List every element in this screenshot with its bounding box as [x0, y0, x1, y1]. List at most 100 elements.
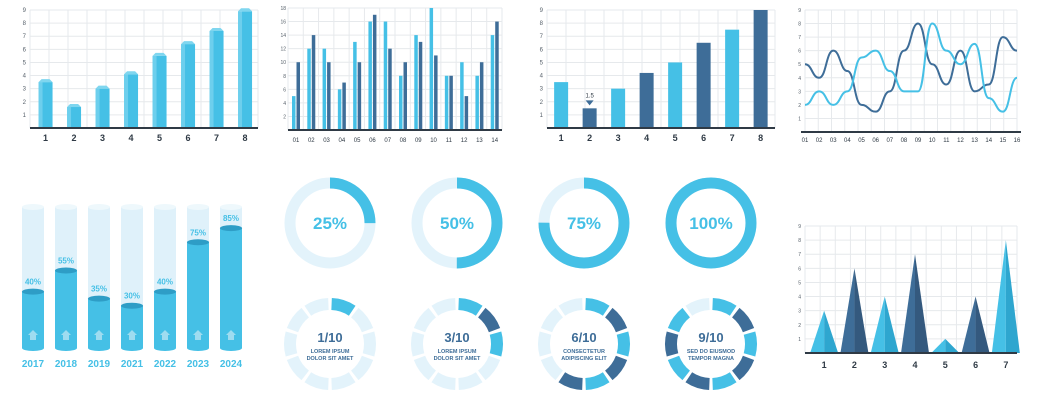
ring-caption-line2: DOLOR SIT AMET — [434, 356, 481, 362]
donut-label: 25% — [313, 214, 347, 233]
donut-arc — [411, 177, 503, 269]
cylinder-shell-top — [121, 204, 143, 210]
triangle-right — [854, 268, 869, 353]
x-tick-label: 11 — [943, 138, 950, 144]
y-tick-label: 5 — [540, 60, 544, 66]
chart-cylinders: 40% 2017 55% 2018 35% 2019 30% 2021 40% 2022 75% 20… — [22, 204, 243, 370]
chart-bars-3d: 1 2 3 4 5 6 7 8 9 1 2 3 4 5 6 7 8 — [23, 8, 259, 143]
ring-segment — [286, 307, 310, 333]
ring-label: 6/10 — [571, 330, 596, 345]
x-tick-label: 2018 — [55, 359, 78, 370]
bar — [368, 21, 372, 130]
y-tick-label: 3 — [798, 309, 801, 315]
cylinder-shell-top — [187, 204, 209, 210]
annotation-label: 1.5 — [585, 93, 594, 99]
ring-segment — [413, 307, 437, 333]
donut-label: 50% — [440, 214, 474, 233]
bar-top — [95, 85, 110, 89]
bar — [429, 8, 434, 130]
ring-label: 3/10 — [444, 330, 469, 345]
triangle-right — [945, 338, 960, 353]
y-tick-label: 2 — [540, 100, 544, 106]
cylinder-fill-top — [187, 239, 209, 246]
y-tick-label: 8 — [798, 22, 801, 28]
ring-segment — [558, 372, 583, 390]
x-tick-label: 04 — [339, 138, 346, 144]
ring-segment — [331, 372, 356, 390]
x-tick-label: 7 — [214, 133, 219, 143]
y-tick-label: 3 — [23, 87, 27, 93]
bar-highlight — [181, 44, 186, 128]
triangle-right — [824, 310, 839, 353]
cylinder-fill-top — [88, 295, 110, 302]
y-tick-label: 4 — [798, 295, 801, 301]
x-tick-label: 5 — [943, 360, 948, 370]
bar — [582, 108, 597, 128]
bar — [388, 48, 392, 130]
ring-segment — [284, 331, 298, 357]
donut-label: 75% — [567, 214, 601, 233]
x-tick-label: 01 — [293, 138, 300, 144]
bar — [460, 62, 464, 130]
ring-segment — [304, 298, 329, 316]
ring-segment — [304, 372, 329, 390]
x-tick-label: 03 — [830, 138, 837, 144]
annotation-marker — [585, 100, 594, 106]
triangle-left — [961, 296, 976, 353]
cylinder-fill-top — [121, 302, 143, 309]
cylinder-fill — [121, 305, 143, 348]
x-tick-label: 8 — [758, 133, 763, 143]
value-label: 30% — [124, 292, 140, 301]
ring-segment — [667, 355, 691, 381]
x-tick-label: 09 — [415, 138, 422, 144]
x-tick-label: 14 — [985, 138, 992, 144]
bar — [296, 62, 300, 130]
x-tick-label: 05 — [354, 138, 361, 144]
y-tick-label: 4 — [798, 76, 801, 82]
bar — [418, 41, 423, 131]
ring-segment — [667, 307, 691, 333]
cylinder-fill-top — [154, 288, 176, 295]
x-tick-label: 4 — [644, 133, 649, 143]
y-tick-label: 3 — [540, 87, 544, 93]
ring-segment — [411, 331, 425, 357]
ring-segment — [558, 298, 583, 316]
x-tick-label: 11 — [446, 138, 453, 144]
y-tick-label: 5 — [798, 62, 801, 68]
x-tick-label: 2021 — [121, 359, 144, 370]
x-tick-label: 7 — [1003, 360, 1008, 370]
y-tick-label: 7 — [798, 35, 801, 41]
bar-highlight — [238, 11, 243, 128]
ring-segment — [538, 331, 552, 357]
bar-highlight — [67, 107, 72, 128]
bar — [383, 21, 388, 130]
x-tick-label: 13 — [476, 138, 483, 144]
x-tick-label: 1 — [559, 133, 564, 143]
bar — [337, 89, 342, 130]
y-tick-label: 12 — [280, 47, 286, 53]
triangle-right — [915, 254, 929, 353]
cylinder-bottom — [154, 345, 176, 351]
donut-arc — [538, 177, 630, 269]
y-tick-label: 7 — [23, 34, 27, 40]
triangle-left — [931, 338, 946, 353]
y-tick-label: 1 — [540, 113, 544, 119]
ring-label: 1/10 — [317, 330, 342, 345]
ring-segment — [477, 355, 501, 381]
y-tick-label: 8 — [540, 21, 544, 27]
bar-highlight — [95, 88, 100, 128]
ring-segment — [685, 298, 710, 316]
up-arrow-icon — [226, 330, 236, 340]
ring-segment — [585, 298, 610, 316]
bar-top — [38, 79, 53, 83]
value-label: 35% — [91, 285, 107, 294]
x-tick-label: 12 — [957, 138, 964, 144]
y-tick-label: 18 — [280, 6, 286, 12]
x-tick-label: 07 — [886, 138, 893, 144]
x-tick-label: 15 — [1000, 138, 1007, 144]
x-tick-label: 03 — [323, 138, 330, 144]
donut-arc — [665, 177, 757, 269]
triangle-right — [975, 296, 990, 353]
